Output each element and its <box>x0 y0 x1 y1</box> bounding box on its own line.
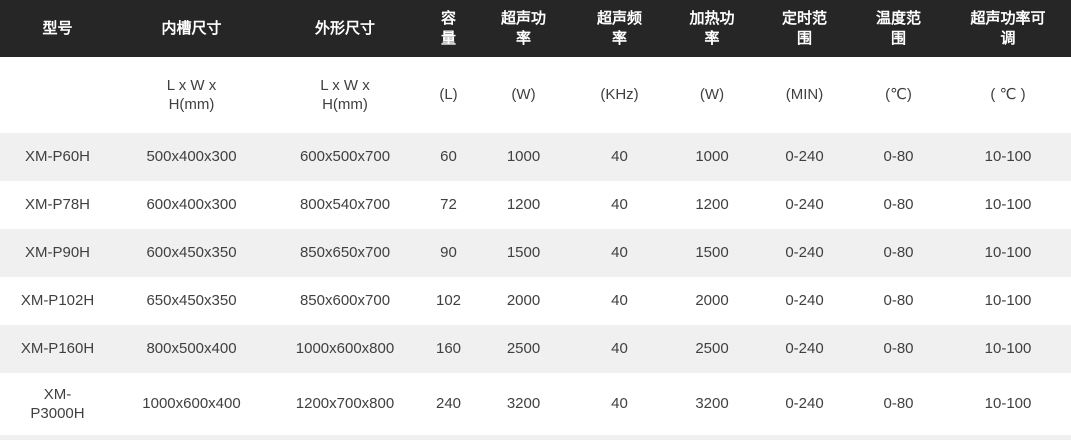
cell-outer-size: 1200x700x800 <box>295 395 395 413</box>
unit-cell: (W) <box>667 57 757 133</box>
cell-inner-tank-size: 500x400x300 <box>146 148 237 166</box>
cell-model: XM-P102H <box>20 292 95 310</box>
cell-temperature-range: 0-80 <box>883 148 914 166</box>
cell-heating-power: 1000 <box>695 148 729 166</box>
cell-ultrasonic-frequency: 40 <box>611 292 628 310</box>
cell-inner-tank-size: 600x400x300 <box>146 196 237 214</box>
header-cell-timer-range: 定时范 围 <box>757 0 852 57</box>
cell-ultrasonic-power: 1000 <box>506 148 541 166</box>
cell-model: XM-P60H <box>24 148 91 166</box>
cell-capacity: 102 <box>435 292 462 310</box>
header-cell-ultrasonic-power: 超声功 率 <box>475 0 572 57</box>
cell-ultrasonic-power: 2500 <box>506 340 541 358</box>
cell-capacity: 60 <box>440 148 457 166</box>
cell-model: XM-P160H <box>20 340 95 358</box>
cell-timer-range: 0-240 <box>785 292 824 310</box>
cell-power-adjustable: 10-100 <box>984 292 1032 310</box>
cell-timer-range: 0-240 <box>785 340 824 358</box>
unit-cell: (L) <box>422 57 475 133</box>
cell-heating-power: 1500 <box>695 244 729 262</box>
unit-cell: (MIN) <box>757 57 852 133</box>
header-cell-heating-power: 加热功 率 <box>667 0 757 57</box>
cell-power-adjustable: 10-100 <box>984 340 1032 358</box>
cell-inner-tank-size: 600x450x350 <box>146 244 237 262</box>
cell-outer-size: 850x600x700 <box>299 292 391 310</box>
cell-heating-power: 1200 <box>695 196 729 214</box>
cell-outer-size: 850x650x700 <box>299 244 391 262</box>
cell-ultrasonic-frequency: 40 <box>611 395 628 413</box>
cell-inner-tank-size: 800x500x400 <box>146 340 237 358</box>
cell-capacity: 240 <box>435 395 462 413</box>
cell-inner-tank-size: 650x450x350 <box>146 292 237 310</box>
cell-ultrasonic-frequency: 40 <box>611 340 628 358</box>
table-row: XM-P160H 800x500x400 1000x600x800 160 25… <box>0 325 1071 373</box>
unit-cell: (W) <box>475 57 572 133</box>
table-row: XM- P3000H 1000x600x400 1200x700x800 240… <box>0 373 1071 435</box>
cell-heating-power: 3200 <box>695 395 729 413</box>
cell-temperature-range: 0-80 <box>883 244 914 262</box>
unit-cell: (℃) <box>852 57 945 133</box>
table-units-row: L x W x H(mm) L x W x H(mm) (L) (W) (KHz… <box>0 57 1071 133</box>
unit-cell <box>0 57 115 133</box>
cell-inner-tank-size: 1000x600x400 <box>142 395 241 413</box>
header-cell-model: 型号 <box>0 0 115 57</box>
table-row: XM-P78H 600x400x300 800x540x700 72 1200 … <box>0 181 1071 229</box>
unit-cell: ( ℃ ) <box>945 57 1071 133</box>
cell-capacity: 90 <box>440 244 457 262</box>
header-cell-inner-tank-size: 内槽尺寸 <box>115 0 268 57</box>
cell-ultrasonic-power: 1500 <box>506 244 541 262</box>
cell-power-adjustable: 10-100 <box>984 244 1032 262</box>
cell-outer-size: 1000x600x800 <box>295 340 395 358</box>
unit-cell: L x W x H(mm) <box>268 57 422 133</box>
header-cell-outer-size: 外形尺寸 <box>268 0 422 57</box>
cell-capacity: 72 <box>440 196 457 214</box>
header-cell-ultrasonic-frequency: 超声频 率 <box>572 0 667 57</box>
cell-ultrasonic-frequency: 40 <box>611 244 628 262</box>
cell-ultrasonic-frequency: 40 <box>611 148 628 166</box>
header-cell-power-adjustable: 超声功率可 调 <box>945 0 1071 57</box>
cell-ultrasonic-frequency: 40 <box>611 196 628 214</box>
cell-outer-size: 600x500x700 <box>299 148 391 166</box>
cell-temperature-range: 0-80 <box>883 196 914 214</box>
cell-timer-range: 0-240 <box>785 196 824 214</box>
cell-capacity: 160 <box>435 340 462 358</box>
cell-outer-size: 800x540x700 <box>299 196 391 214</box>
cell-model: XM-P78H <box>24 196 91 214</box>
cell-temperature-range: 0-80 <box>883 340 914 358</box>
table-header-row: 型号 内槽尺寸 外形尺寸 容 量 超声功 率 超声频 率 加热功 率 定时范 围… <box>0 0 1071 57</box>
cell-heating-power: 2000 <box>695 292 729 310</box>
unit-cell: L x W x H(mm) <box>115 57 268 133</box>
cell-ultrasonic-power: 2000 <box>506 292 541 310</box>
cell-ultrasonic-power: 1200 <box>506 196 541 214</box>
cell-power-adjustable: 10-100 <box>984 148 1032 166</box>
cell-temperature-range: 0-80 <box>883 395 914 413</box>
partial-next-row <box>0 435 1071 440</box>
cell-timer-range: 0-240 <box>785 244 824 262</box>
table-row: XM-P60H 500x400x300 600x500x700 60 1000 … <box>0 133 1071 181</box>
header-cell-temperature-range: 温度范 围 <box>852 0 945 57</box>
cell-heating-power: 2500 <box>695 340 729 358</box>
cell-ultrasonic-power: 3200 <box>506 395 541 413</box>
cell-power-adjustable: 10-100 <box>984 196 1032 214</box>
cell-model: XM-P90H <box>24 244 91 262</box>
cell-model: XM- P3000H <box>30 385 85 423</box>
cell-timer-range: 0-240 <box>785 395 824 413</box>
header-cell-capacity: 容 量 <box>422 0 475 57</box>
table-row: XM-P90H 600x450x350 850x650x700 90 1500 … <box>0 229 1071 277</box>
table-row: XM-P102H 650x450x350 850x600x700 102 200… <box>0 277 1071 325</box>
cell-temperature-range: 0-80 <box>883 292 914 310</box>
cell-power-adjustable: 10-100 <box>984 395 1032 413</box>
cell-timer-range: 0-240 <box>785 148 824 166</box>
unit-cell: (KHz) <box>572 57 667 133</box>
